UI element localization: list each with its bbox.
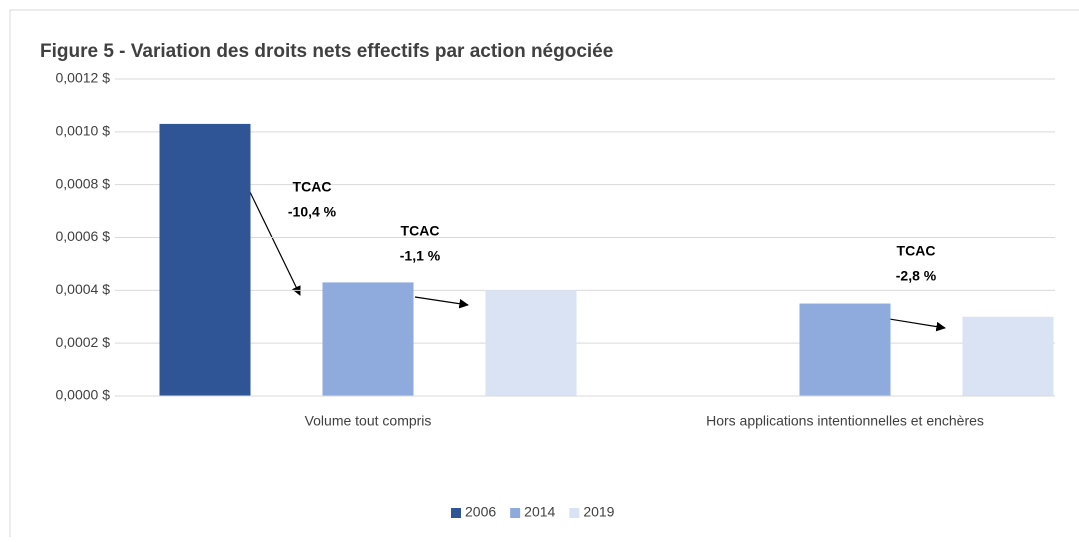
legend-swatch (510, 508, 521, 518)
arrow (414, 296, 469, 309)
annotation-value: -2,8 % (896, 268, 937, 284)
legend-label: 2006 (465, 504, 496, 520)
annotation-value: -10,4 % (288, 204, 337, 220)
x-tick-label: Volume tout compris (305, 413, 432, 429)
y-tick-label: 0,0012 $ (56, 70, 111, 86)
bar (799, 303, 891, 396)
frame (9, 9, 1079, 542)
y-tick-label: 0,0006 $ (56, 228, 111, 244)
annotation-title: TCAC (401, 223, 440, 239)
bar (962, 316, 1054, 396)
chart-title: Figure 5 - Variation des droits nets eff… (40, 41, 613, 62)
legend-swatch (569, 508, 580, 518)
y-tick-label: 0,0000 $ (56, 387, 111, 403)
legend-label: 2019 (583, 504, 614, 520)
y-tick-label: 0,0010 $ (56, 123, 111, 139)
y-tick-label: 0,0004 $ (56, 281, 111, 297)
annotation-value: -1,1 % (400, 248, 441, 264)
annotation-title: TCAC (897, 243, 936, 259)
legend-swatch (451, 508, 461, 518)
x-tick-label: Hors applications intentionnelles et enc… (706, 413, 984, 429)
y-tick-label: 0,0002 $ (56, 334, 111, 350)
annotation-title: TCAC (293, 179, 332, 195)
y-tick-label: 0,0008 $ (56, 175, 111, 191)
legend-label: 2014 (524, 504, 555, 520)
bar (322, 282, 414, 396)
bar (485, 290, 577, 396)
bar (159, 123, 251, 397)
